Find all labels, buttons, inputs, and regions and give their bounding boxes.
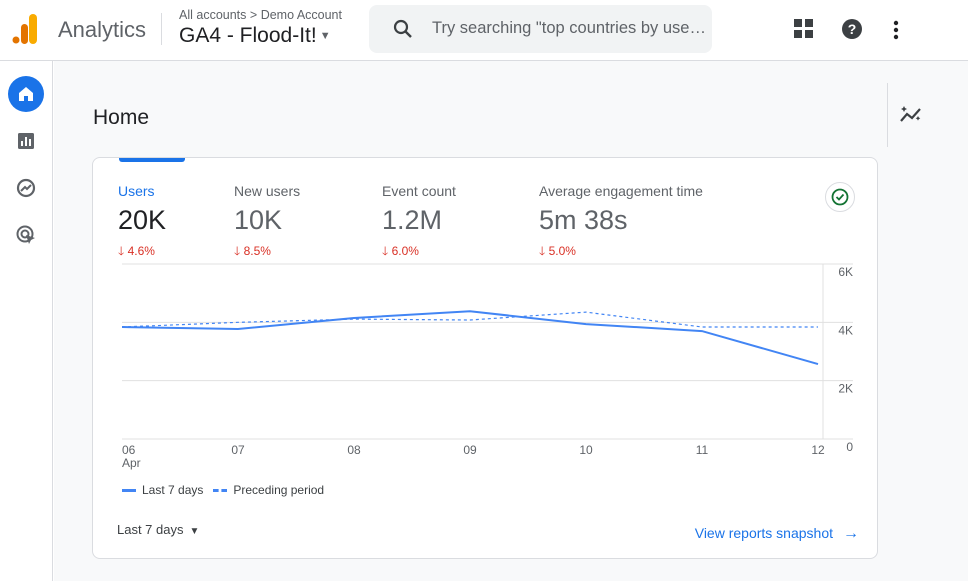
bar-chart-icon [18, 133, 34, 149]
sidebar-item-explore[interactable] [8, 170, 44, 206]
view-reports-snapshot-link[interactable]: View reports snapshot → [695, 525, 859, 543]
solid-line-swatch [122, 489, 136, 493]
insights-icon[interactable] [899, 104, 923, 124]
users-line-chart: 0 2K 4K 6K 06 07 08 09 10 11 12 Apr [121, 263, 853, 470]
analytics-logo-icon[interactable] [12, 14, 38, 44]
series-line-last-7-days [121, 310, 819, 366]
arrow-right-icon: → [843, 525, 859, 542]
app-name: Analytics [58, 17, 147, 42]
data-quality-status[interactable] [825, 182, 855, 212]
divider [161, 13, 162, 45]
y-tick-label: 4K [838, 323, 853, 337]
metric-change-value: 4.6% [127, 244, 155, 258]
series-line-preceding-period [121, 311, 818, 328]
check-circle-icon [831, 188, 849, 206]
metric-change: 🡓 8.5% [234, 242, 300, 263]
sidebar-item-home[interactable] [8, 76, 44, 112]
selected-tab-indicator [119, 158, 185, 162]
legend-label: Last 7 days [142, 483, 204, 497]
metric-change: 🡓 5.0% [539, 242, 703, 263]
overview-card: Users 20K 🡓 4.6% New users 10K 🡓 8.5% Ev… [92, 157, 878, 559]
arrow-down-icon: 🡓 [118, 244, 125, 258]
home-icon [19, 87, 33, 101]
x-tick-sublabel: Apr [122, 456, 141, 470]
breadcrumb-account[interactable]: Demo Account [260, 8, 342, 22]
metric-users[interactable]: Users 20K 🡓 4.6% [118, 183, 166, 263]
svg-text:?: ? [848, 21, 857, 37]
property-selector[interactable]: GA4 - Flood-It! ▼ [179, 24, 331, 48]
metric-change-value: 5.0% [548, 244, 576, 258]
arrow-down-icon: 🡓 [234, 244, 241, 258]
property-name: GA4 - Flood-It! [179, 24, 317, 47]
search-icon [393, 19, 412, 38]
legend-label: Preceding period [233, 483, 325, 497]
sidebar-item-reports[interactable] [8, 123, 44, 159]
y-tick-label: 2K [838, 382, 853, 396]
x-tick-label: 12 [811, 443, 825, 457]
page-title: Home [93, 106, 150, 129]
metric-value: 10K [234, 205, 283, 235]
top-bar: Analytics All accounts > Demo Account GA… [0, 0, 968, 61]
metric-change: 🡓 6.0% [382, 242, 456, 263]
apps-grid-icon[interactable] [794, 19, 814, 39]
chart-legend: Last 7 days Preceding period [122, 483, 324, 497]
arrow-down-icon: 🡓 [539, 244, 546, 258]
y-tick-label: 6K [838, 265, 853, 279]
dashed-line-swatch [213, 489, 228, 493]
link-label: View reports snapshot [694, 525, 833, 541]
metric-value: 5m 38s [539, 205, 628, 235]
metric-avg-engagement-time[interactable]: Average engagement time 5m 38s 🡓 5.0% [539, 183, 703, 263]
metric-change: 🡓 4.6% [118, 242, 166, 263]
metric-label: Event count [382, 183, 456, 199]
metric-label: Average engagement time [539, 183, 703, 199]
help-icon[interactable]: ? [841, 18, 863, 40]
sidebar-item-advertising[interactable] [8, 217, 44, 253]
metric-new-users[interactable]: New users 10K 🡓 8.5% [234, 183, 300, 263]
y-tick-label: 0 [846, 440, 853, 454]
date-range-label: Last 7 days [117, 522, 184, 537]
x-tick-label: 06 [122, 443, 136, 457]
advertising-icon [16, 225, 35, 244]
x-tick-label: 10 [579, 443, 593, 457]
metric-label: Users [118, 183, 155, 199]
search-input[interactable]: Try searching "top countries by users" [369, 5, 712, 53]
x-tick-label: 11 [696, 443, 709, 457]
x-tick-label: 09 [463, 443, 477, 457]
explore-icon [16, 178, 36, 198]
metric-event-count[interactable]: Event count 1.2M 🡓 6.0% [382, 183, 456, 263]
x-tick-label: 08 [347, 443, 361, 457]
sidebar [0, 61, 53, 581]
caret-down-icon: ▼ [189, 526, 200, 537]
arrow-down-icon: 🡓 [382, 244, 389, 258]
legend-item-preceding-period: Preceding period [213, 483, 324, 497]
metric-label: New users [234, 183, 301, 199]
caret-down-icon: ▼ [319, 30, 331, 43]
metric-value: 20K [118, 205, 167, 235]
x-tick-label: 07 [231, 443, 245, 457]
legend-item-last-7-days: Last 7 days [122, 483, 203, 497]
date-range-selector[interactable]: Last 7 days ▼ [117, 522, 199, 537]
breadcrumb[interactable]: All accounts > Demo Account [179, 8, 342, 22]
divider [887, 83, 888, 147]
breadcrumb-root[interactable]: All accounts [179, 8, 247, 22]
metric-value: 1.2M [382, 205, 443, 235]
metric-change-value: 8.5% [243, 244, 271, 258]
search-placeholder: Try searching "top countries by users" [432, 19, 707, 37]
more-vert-icon[interactable] [893, 20, 899, 40]
metric-change-value: 6.0% [391, 244, 419, 258]
breadcrumb-separator: > [249, 8, 258, 22]
